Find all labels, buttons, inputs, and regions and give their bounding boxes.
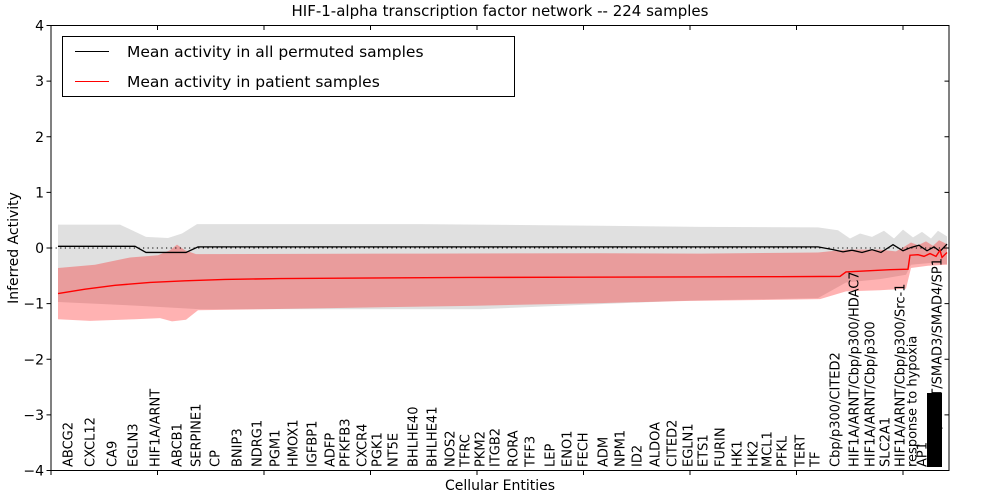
y-tick-label: 3 [35, 74, 44, 90]
chart-title: HIF-1-alpha transcription factor network… [291, 2, 709, 20]
x-tick-label: PGK1 [371, 432, 386, 467]
x-tick-label: TFRC [459, 434, 474, 468]
x-tick-label: MCL1 [761, 431, 776, 467]
x-tick-label: ABCB1 [171, 423, 186, 467]
y-tick-label: −3 [23, 408, 44, 424]
legend: Mean activity in all permuted samples Me… [62, 36, 515, 97]
patient-line-swatch [75, 81, 109, 82]
patient-confidence-band [58, 240, 947, 322]
x-tick-label: CXCR4 [356, 424, 371, 467]
legend-label-patient: Mean activity in patient samples [127, 72, 380, 91]
y-tick-label: −4 [23, 464, 44, 480]
x-tick-label: FECH [577, 432, 592, 467]
x-tick-label: ID2 [631, 445, 646, 467]
x-tick-label: HMOX1 [287, 419, 302, 467]
legend-label-permuted: Mean activity in all permuted samples [127, 42, 424, 61]
x-tick-label: EGLN1 [682, 423, 697, 467]
y-tick-label: 0 [35, 241, 44, 257]
x-tick-label: HIF1A/ARNT [149, 389, 164, 467]
x-tick-label: SLC2A1 [879, 417, 894, 467]
x-tick-label: ETS1 [697, 434, 712, 467]
x-tick-label: TERT [794, 435, 809, 468]
x-tick-label: ALDOA [649, 422, 664, 467]
x-tick-label: RORA [507, 430, 522, 467]
x-tick-label: TFF3 [524, 436, 539, 468]
permuted-line-swatch [75, 51, 109, 52]
x-tick-label: BHLHE41 [426, 407, 441, 467]
x-tick-label: HIF1A/ARNT/Cbp/p300/Src-1 [894, 284, 909, 467]
permuted-mean-line [58, 243, 948, 254]
x-tick-label: HK1 [731, 440, 746, 467]
x-tick-label: NDRG1 [251, 420, 266, 467]
x-tick-label: BNIP3 [231, 428, 246, 467]
legend-entry-patient: Mean activity in patient samples [63, 69, 514, 95]
x-tick-label: BHLHE40 [407, 407, 422, 467]
y-axis-label: Inferred Activity [6, 192, 22, 304]
y-tick-label: 1 [35, 185, 44, 201]
x-tick-label: NT5E [387, 433, 402, 467]
legend-entry-permuted: Mean activity in all permuted samples [63, 39, 514, 65]
x-tick-label: ITGB2 [489, 428, 504, 467]
x-tick-label: LEP [544, 444, 559, 467]
x-tick-label: HK2 [747, 440, 762, 467]
x-tick-label: NOS2 [444, 431, 459, 467]
x-tick-label: PGM1 [269, 430, 284, 467]
x-tick-label: CXCL12 [84, 417, 99, 467]
x-tick-label: ADM [597, 437, 612, 467]
x-tick-label: ENO1 [561, 431, 576, 467]
x-tick-label: ABCG2 [62, 422, 77, 467]
y-tick-label: −2 [23, 352, 44, 368]
x-tick-label: IGFBP1 [306, 421, 321, 467]
x-tick-label: SERPINE1 [190, 404, 205, 467]
x-tick-label: CP [209, 450, 224, 467]
x-tick-label: Cbp/p300/CITED2 [829, 352, 844, 467]
illegible-overlapping-labels [927, 393, 942, 467]
permuted-confidence-band [58, 224, 947, 310]
x-tick-label: HIF1A/ARNT/Cbp/p300/HDAC7 [848, 271, 863, 467]
x-tick-label: PFKFB3 [339, 418, 354, 467]
patient-mean-line [57, 248, 948, 295]
x-tick-label: response to hypoxia [906, 336, 921, 467]
x-tick-label: AP1 [916, 442, 931, 467]
x-tick-label: TF [809, 452, 824, 468]
y-tick-label: 2 [35, 130, 44, 146]
x-tick-label: CITED2 [666, 420, 681, 467]
x-tick-label: NPM1 [614, 430, 629, 467]
x-tick-label: HIF1A/ARNT/Cbp/p300 [864, 321, 879, 467]
y-tick-label: 4 [35, 19, 44, 35]
x-axis-label: Cellular Entities [444, 478, 556, 494]
y-tick-label: −1 [23, 297, 44, 313]
x-tick-label: PKM2 [474, 431, 489, 467]
x-tick-label: PFKL [776, 435, 791, 467]
x-tick-label: CA9 [106, 441, 121, 467]
x-tick-label: FURIN [714, 427, 729, 467]
x-tick-label: EGLN3 [127, 423, 142, 467]
x-tick-label: ADFP [324, 433, 339, 467]
